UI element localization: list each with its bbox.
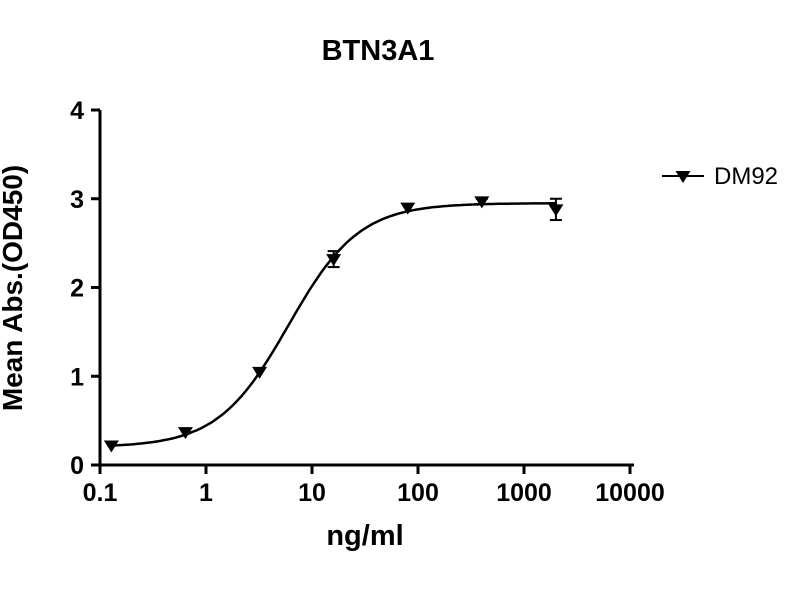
x-tick-label: 1 [199, 479, 213, 507]
x-tick-label: 1000 [496, 479, 552, 507]
data-point-triangle [177, 427, 193, 440]
y-tick-label: 2 [70, 275, 84, 303]
x-axis-label: ng/ml [326, 520, 403, 552]
x-tick-label: 10 [298, 479, 326, 507]
legend-label: DM92 [714, 163, 778, 190]
y-tick-label: 1 [70, 363, 84, 391]
y-tick-label: 3 [70, 186, 84, 214]
data-point-triangle [326, 254, 342, 267]
x-tick-label: 100 [397, 479, 439, 507]
data-point-triangle [400, 202, 416, 215]
data-point-triangle [103, 440, 119, 453]
y-tick-label: 4 [70, 97, 84, 125]
x-tick-label: 10000 [595, 479, 665, 507]
y-tick-label: 0 [70, 452, 84, 480]
y-axis-label: Mean Abs.(OD450) [0, 165, 28, 411]
data-point-triangle [474, 196, 490, 209]
fit-curve [110, 202, 558, 447]
chart-title: BTN3A1 [322, 35, 435, 67]
x-tick-label: 0.1 [83, 479, 118, 507]
data-point-triangle [252, 366, 268, 379]
plot-area: 0.1 1 10 100 1000 10000 0 1 2 3 4 [70, 97, 665, 507]
data-point-triangle [548, 204, 564, 217]
legend-marker-triangle [675, 171, 691, 183]
legend [662, 171, 704, 183]
